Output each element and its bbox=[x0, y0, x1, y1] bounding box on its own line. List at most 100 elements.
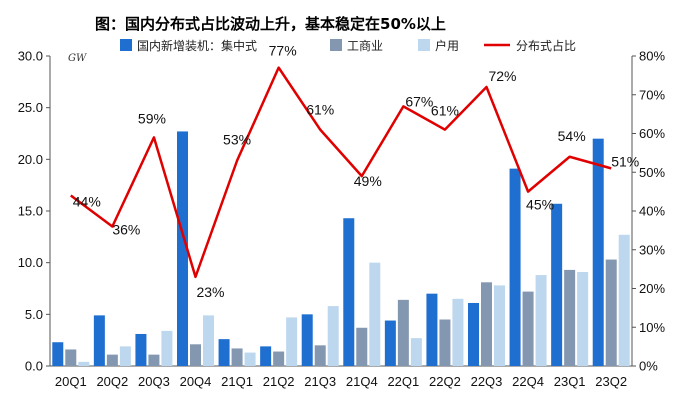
x-tick-label: 20Q3 bbox=[138, 374, 170, 389]
y-right-tick-label: 50% bbox=[639, 165, 665, 180]
axes: 0.0 5.0 10.0 15.0 20.0 25.0 30.0 0% 10% 20% 30% 40%… bbox=[18, 49, 666, 374]
bar-commercial bbox=[190, 344, 201, 366]
y-right-tick-label: 70% bbox=[639, 87, 665, 102]
y-right-tick-label: 0% bbox=[639, 359, 658, 374]
y-left-tick-label: 30.0 bbox=[18, 49, 43, 64]
bar-commercial bbox=[605, 259, 617, 366]
legend-commercial-label: 工商业 bbox=[347, 38, 383, 53]
line-data-label: 36% bbox=[112, 222, 140, 238]
x-tick-label: 23Q2 bbox=[595, 374, 627, 389]
bar-residential bbox=[244, 352, 256, 366]
bar-centralized bbox=[468, 302, 479, 366]
x-tick-label: 22Q4 bbox=[512, 374, 544, 389]
bar-commercial bbox=[314, 345, 326, 366]
bar-residential bbox=[535, 275, 547, 366]
y-right-tick-label: 30% bbox=[639, 242, 665, 257]
line-data-label: 77% bbox=[269, 43, 297, 59]
bar-residential bbox=[577, 271, 589, 366]
y-left-tick-label: 0.0 bbox=[25, 359, 43, 374]
bar-centralized bbox=[551, 203, 563, 366]
y-right-tick-label: 60% bbox=[639, 126, 665, 141]
x-tick-label: 22Q2 bbox=[429, 374, 461, 389]
legend-residential-swatch bbox=[418, 39, 430, 51]
bar-centralized bbox=[218, 339, 230, 366]
bar-residential bbox=[203, 315, 214, 366]
bar-commercial bbox=[564, 269, 576, 366]
bar-commercial bbox=[273, 351, 285, 366]
bar-centralized bbox=[52, 342, 64, 366]
bar-commercial bbox=[106, 354, 118, 366]
bar-residential bbox=[369, 262, 381, 366]
x-tick-label: 22Q1 bbox=[387, 374, 419, 389]
bars bbox=[52, 131, 630, 366]
y-left-tick-label: 25.0 bbox=[18, 100, 43, 115]
bar-centralized bbox=[260, 346, 272, 366]
x-tick-label: 23Q1 bbox=[554, 374, 586, 389]
legend-commercial-swatch bbox=[330, 39, 342, 51]
line-data-label: 23% bbox=[196, 284, 224, 300]
bar-residential bbox=[327, 306, 339, 366]
legend-residential-label: 户用 bbox=[435, 38, 459, 53]
line-data-label: 51% bbox=[611, 153, 639, 169]
bar-residential bbox=[410, 338, 422, 366]
x-tick-label: 20Q1 bbox=[55, 374, 87, 389]
x-ticks: 20Q1 20Q2 20Q3 20Q4 21Q1 21Q2 21Q3 21Q4 22Q1 22Q2… bbox=[55, 374, 627, 389]
y-left-tick-label: 10.0 bbox=[18, 255, 43, 270]
y-right-tick-label: 20% bbox=[639, 281, 665, 296]
line-layer bbox=[70, 66, 612, 279]
y-right-tick-label: 80% bbox=[639, 49, 665, 64]
bar-centralized bbox=[426, 293, 438, 366]
bar-residential bbox=[161, 330, 173, 366]
bar-residential bbox=[494, 285, 505, 366]
x-tick-label: 20Q4 bbox=[180, 374, 212, 389]
bar-residential bbox=[286, 317, 298, 366]
y-right-tick-label: 40% bbox=[639, 204, 665, 219]
line-data-label: 54% bbox=[558, 128, 586, 144]
bar-residential bbox=[119, 346, 131, 366]
legend: 国内新增装机：集中式 工商业 户用 分布式占比 bbox=[120, 38, 576, 53]
bar-commercial bbox=[522, 291, 534, 366]
bar-centralized bbox=[343, 218, 355, 366]
x-tick-label: 21Q2 bbox=[263, 374, 295, 389]
bar-commercial bbox=[481, 282, 492, 366]
bar-commercial bbox=[397, 299, 409, 366]
legend-distributed-share-label: 分布式占比 bbox=[516, 38, 576, 53]
line-labels: 44%36%59%23%53%77%61%49%67%61%72%45%54%5… bbox=[73, 43, 639, 300]
line-data-label: 53% bbox=[223, 132, 251, 148]
bar-residential bbox=[618, 234, 630, 366]
bar-centralized bbox=[177, 131, 188, 366]
line-data-label: 61% bbox=[306, 102, 334, 118]
x-tick-label: 21Q1 bbox=[221, 374, 253, 389]
x-tick-label: 21Q4 bbox=[346, 374, 378, 389]
bar-residential bbox=[78, 361, 90, 366]
unit-label: GW bbox=[68, 53, 87, 64]
bar-commercial bbox=[231, 348, 243, 366]
bar-commercial bbox=[439, 319, 451, 366]
y-left-tick-label: 15.0 bbox=[18, 204, 43, 219]
line-data-label: 67% bbox=[405, 93, 433, 109]
line-data-label: 59% bbox=[138, 110, 166, 126]
y-left-tick-label: 5.0 bbox=[25, 307, 43, 322]
y-left-tick-label: 20.0 bbox=[18, 152, 43, 167]
bar-commercial bbox=[148, 354, 160, 366]
bar-centralized bbox=[301, 314, 313, 366]
bar-centralized bbox=[135, 333, 147, 366]
legend-centralized-label: 国内新增装机：集中式 bbox=[137, 38, 257, 53]
chart-title: 图：国内分布式占比波动上升，基本稳定在50%以上 bbox=[95, 15, 446, 33]
line-data-label: 49% bbox=[354, 173, 382, 189]
x-tick-label: 21Q3 bbox=[304, 374, 336, 389]
bar-residential bbox=[452, 298, 464, 366]
bar-commercial bbox=[65, 349, 77, 366]
bar-centralized bbox=[384, 320, 396, 366]
x-tick-label: 20Q2 bbox=[96, 374, 128, 389]
line-data-label: 45% bbox=[526, 197, 554, 213]
line-data-label: 61% bbox=[431, 103, 459, 119]
x-tick-label: 22Q3 bbox=[471, 374, 503, 389]
line-data-label: 72% bbox=[488, 68, 516, 84]
line-distributed-share bbox=[70, 66, 612, 279]
legend-centralized-swatch bbox=[120, 39, 132, 51]
bar-commercial bbox=[356, 327, 368, 366]
line-data-label: 44% bbox=[73, 194, 101, 210]
